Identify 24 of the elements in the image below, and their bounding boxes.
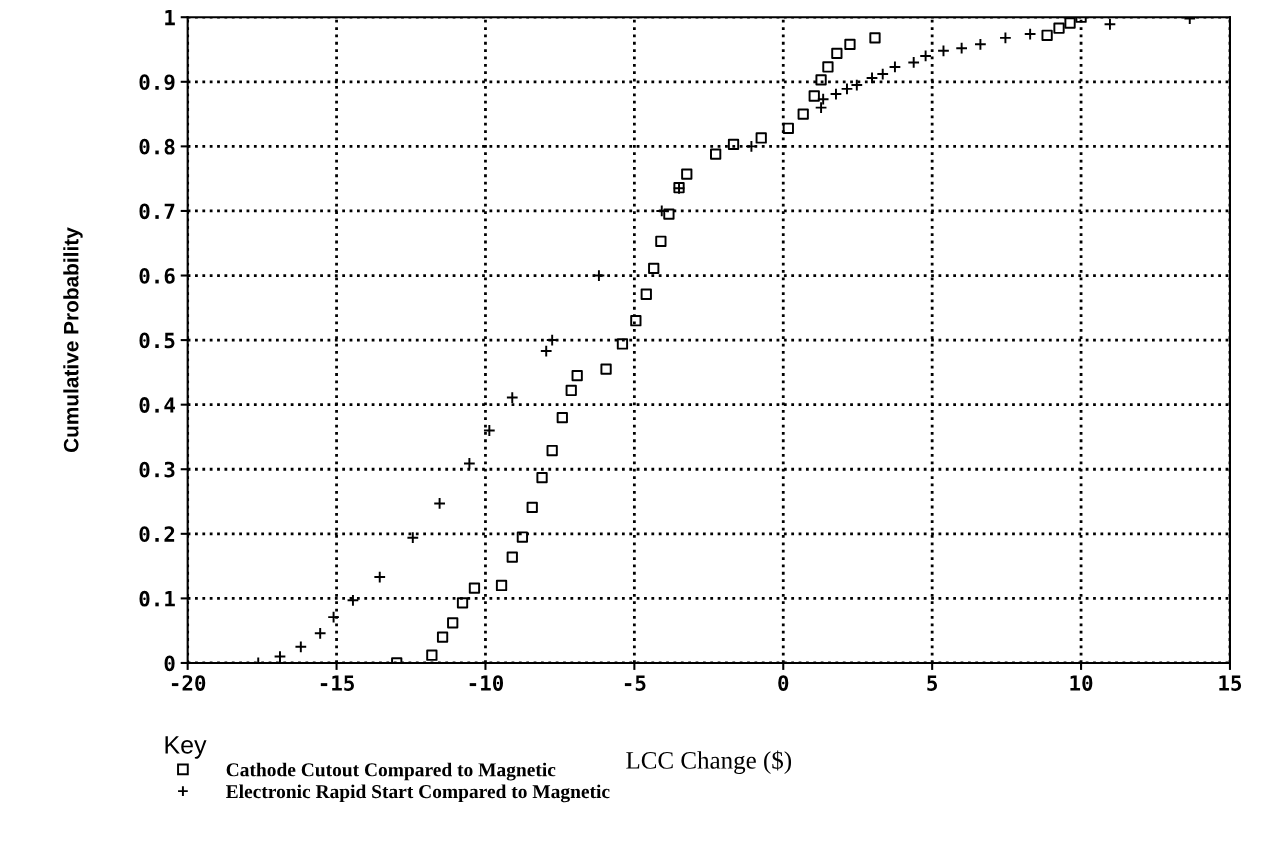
y-tick-label: 0.2 — [139, 526, 175, 543]
legend-label: Cathode Cutout Compared to Magnetic — [226, 762, 556, 781]
legend-title: Key — [165, 736, 207, 759]
y-tick-label: 0 — [164, 655, 175, 672]
x-tick-label: 5 — [927, 675, 938, 691]
y-axis-title: Cumulative Probability — [63, 227, 83, 453]
x-tick-label: -20 — [171, 675, 206, 691]
y-tick-label: 0.8 — [139, 138, 175, 155]
x-tick-label: 15 — [1219, 675, 1242, 691]
y-tick-label: 1 — [165, 9, 175, 26]
y-tick-label: 0.5 — [139, 332, 175, 349]
y-tick-label: 0.9 — [139, 74, 175, 91]
x-tick-label: -15 — [320, 675, 354, 691]
x-axis-title: LCC Change ($) — [626, 750, 792, 774]
y-tick-label: 0.6 — [139, 267, 175, 284]
legend-label: Electronic Rapid Start Compared to Magnetic — [226, 784, 610, 803]
x-tick-label: -10 — [469, 675, 504, 691]
y-tick-label: 0.7 — [139, 203, 175, 220]
x-tick-label: -5 — [624, 675, 646, 691]
y-tick-label: 0.4 — [139, 397, 175, 413]
x-tick-label: 10 — [1070, 675, 1093, 691]
y-tick-label: 0.3 — [139, 461, 175, 478]
x-tick-label: 0 — [778, 675, 789, 691]
y-tick-label: 0.1 — [139, 590, 175, 607]
